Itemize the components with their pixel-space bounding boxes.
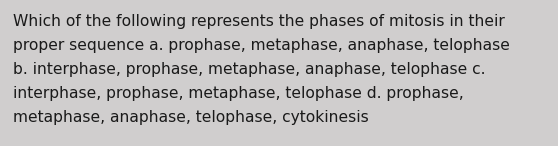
Text: metaphase, anaphase, telophase, cytokinesis: metaphase, anaphase, telophase, cytokine… xyxy=(13,110,369,125)
Text: b. interphase, prophase, metaphase, anaphase, telophase c.: b. interphase, prophase, metaphase, anap… xyxy=(13,62,485,77)
Text: interphase, prophase, metaphase, telophase d. prophase,: interphase, prophase, metaphase, telopha… xyxy=(13,86,464,101)
Text: Which of the following represents the phases of mitosis in their: Which of the following represents the ph… xyxy=(13,14,505,29)
Text: proper sequence a. prophase, metaphase, anaphase, telophase: proper sequence a. prophase, metaphase, … xyxy=(13,38,510,53)
